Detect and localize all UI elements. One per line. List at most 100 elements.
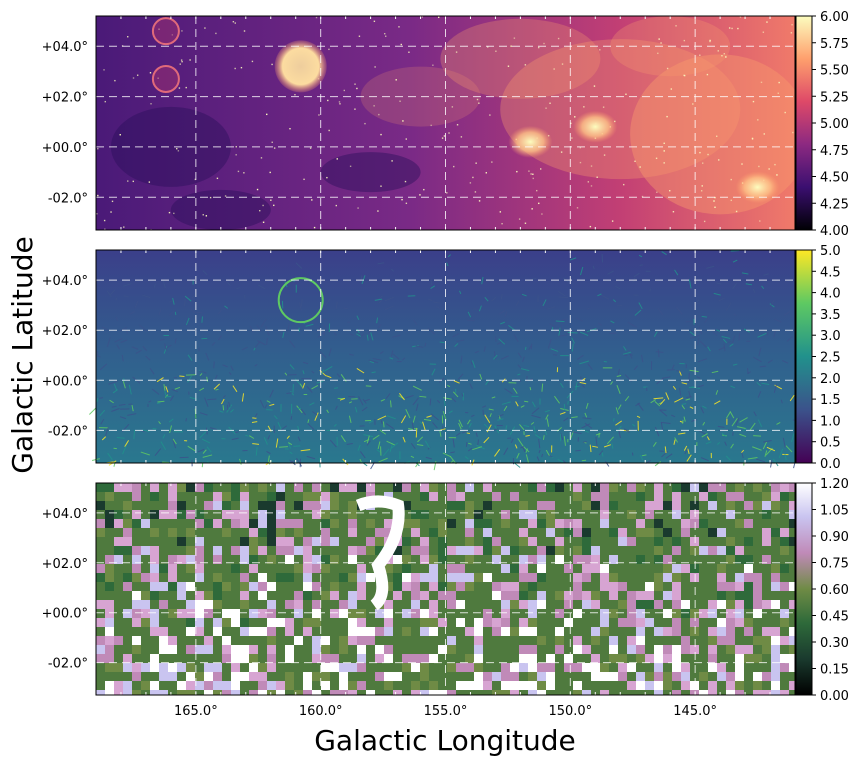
bot-pixel-block (375, 672, 384, 681)
bot-pixel-block (384, 618, 393, 627)
bot-pixel-block (186, 681, 195, 690)
mid-filament (525, 434, 530, 437)
mid-filament (222, 364, 228, 368)
panel-bottom-y-ticks: +04.0°+02.0°+00.0°-02.0° (42, 507, 88, 672)
mid-filament (371, 371, 376, 374)
mid-filament (222, 405, 225, 411)
bot-pixel-block (132, 555, 141, 564)
bot-pixel-block (411, 537, 420, 546)
bot-pixel-block (402, 627, 411, 636)
bot-pixel-block (159, 510, 168, 519)
top-point-source (364, 122, 366, 125)
bot-pixel-block (303, 591, 312, 600)
bot-pixel-block (195, 600, 204, 609)
mid-filament (467, 311, 472, 318)
bot-pixel-block (645, 591, 654, 600)
mid-filament (356, 315, 360, 320)
bot-pixel-block (231, 564, 240, 573)
bot-pixel-block (204, 636, 213, 645)
bot-pixel-block (150, 600, 159, 609)
bot-pixel-block (474, 681, 483, 690)
bot-pixel-block (456, 681, 465, 690)
bot-pixel-block (483, 564, 492, 573)
mid-filament (168, 310, 175, 316)
bot-pixel-block (456, 564, 465, 573)
mid-filament (741, 452, 744, 458)
bot-pixel-block (204, 591, 213, 600)
mid-filament (712, 330, 718, 336)
bot-pixel-block (249, 591, 258, 600)
mid-filament (389, 442, 394, 453)
mid-filament (531, 401, 536, 408)
top-point-source (666, 67, 669, 70)
mid-filament (766, 446, 776, 452)
bot-pixel-block (321, 537, 330, 546)
bot-pixel-block (132, 546, 141, 555)
bot-pixel-block (609, 591, 618, 600)
top-point-source (273, 147, 276, 149)
mid-filament (786, 335, 793, 342)
bot-pixel-block (303, 564, 312, 573)
bot-pixel-block (141, 501, 150, 510)
top-point-source (309, 147, 312, 149)
mid-filament (563, 403, 566, 411)
mid-filament (116, 344, 120, 350)
bot-pixel-block (96, 555, 105, 564)
mid-filament (730, 443, 734, 449)
bot-pixel-block (303, 555, 312, 564)
mid-filament (674, 437, 678, 443)
bot-pixel-block (636, 618, 645, 627)
bot-pixel-block (249, 690, 258, 695)
bot-pixel-block (537, 672, 546, 681)
mid-filament (468, 422, 472, 428)
mid-filament (452, 391, 459, 398)
bot-pixel-block (645, 501, 654, 510)
bot-pixel-block (744, 564, 753, 573)
bot-pixel-block (546, 483, 555, 492)
top-point-source (741, 163, 743, 165)
bot-pixel-block (789, 636, 795, 645)
mid-filament (577, 354, 584, 360)
top-point-source (262, 221, 265, 223)
bot-pixel-block (312, 519, 321, 528)
bot-pixel-block (672, 546, 681, 555)
bot-pixel-block (195, 609, 204, 618)
bot-pixel-block (195, 483, 204, 492)
mid-filament (106, 337, 111, 347)
bot-pixel-block (735, 609, 744, 618)
bot-pixel-block (348, 519, 357, 528)
bot-pixel-block (195, 573, 204, 582)
bot-pixel-block (123, 528, 132, 537)
mid-filament (199, 373, 203, 377)
top-point-source (313, 226, 316, 229)
bot-pixel-block (744, 645, 753, 654)
bot-pixel-block (636, 636, 645, 645)
bot-pixel-block (726, 627, 735, 636)
bot-pixel-block (195, 519, 204, 528)
bot-pixel-block (726, 672, 735, 681)
mid-filament (520, 405, 525, 408)
bot-pixel-block (546, 528, 555, 537)
mid-filament (305, 323, 314, 327)
bot-pixel-block (546, 519, 555, 528)
top-point-source (181, 60, 183, 63)
bot-pixel-block (672, 618, 681, 627)
colorbar-tick-label: 5.50 (820, 64, 849, 79)
bot-pixel-block (213, 618, 222, 627)
mid-filament (740, 449, 745, 454)
mid-filament (478, 305, 482, 312)
bot-pixel-block (123, 483, 132, 492)
bot-pixel-block (168, 483, 177, 492)
bot-pixel-block (375, 483, 384, 492)
mid-filament (299, 302, 302, 311)
y-tick-label: +00.0° (42, 374, 88, 389)
bot-pixel-block (582, 546, 591, 555)
bot-pixel-block (690, 573, 699, 582)
mid-filament (329, 439, 337, 448)
bot-pixel-block (384, 681, 393, 690)
bot-pixel-block (132, 492, 141, 501)
top-point-source (380, 133, 382, 136)
mid-filament (363, 434, 374, 438)
bot-pixel-block (285, 519, 294, 528)
mid-filament (289, 340, 296, 348)
